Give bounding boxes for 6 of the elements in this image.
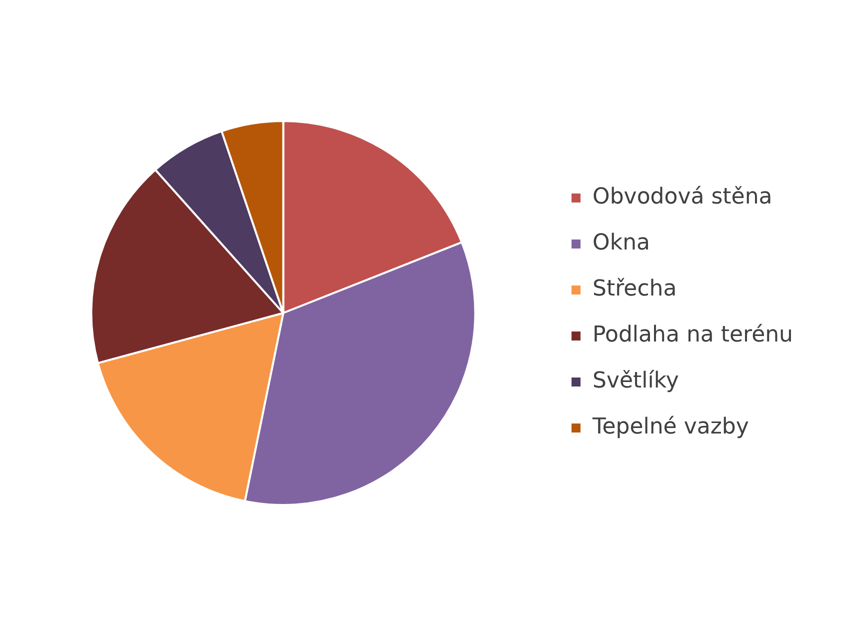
legend-label: Obvodová stěna — [592, 184, 772, 210]
legend-label: Tepelné vazby — [592, 414, 749, 440]
legend-label: Světlíky — [592, 368, 679, 394]
legend-label: Podlaha na terénu — [592, 322, 794, 348]
legend-label: Okna — [592, 230, 650, 256]
legend-label: Střecha — [592, 276, 677, 302]
